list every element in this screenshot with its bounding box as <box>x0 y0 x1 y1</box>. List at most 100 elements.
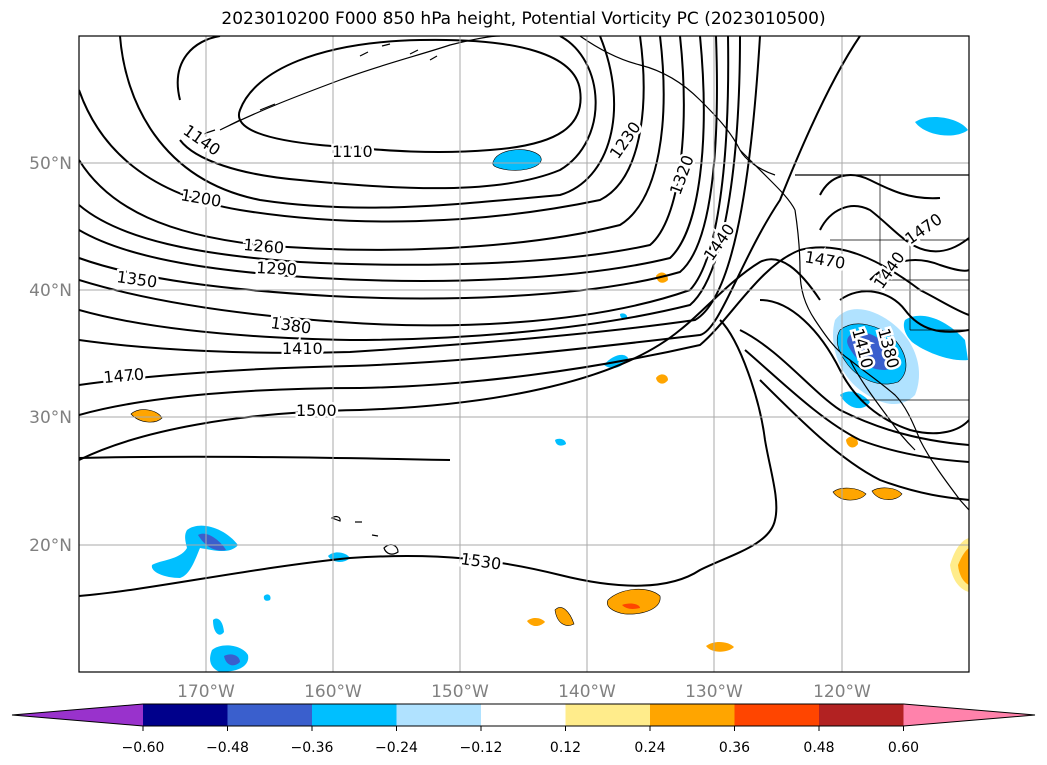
lat-labels: 20°N 30°N 40°N 50°N <box>29 154 72 556</box>
colorbar-segment <box>481 704 566 726</box>
pv-blob <box>130 409 163 423</box>
pv-blob <box>527 618 545 627</box>
contour-label: 1500 <box>296 401 337 420</box>
lat-label: 40°N <box>29 281 72 301</box>
lon-label: 170°W <box>177 682 235 702</box>
colorbar-tick-label: 0.60 <box>888 740 919 756</box>
colorbar-tick-label: −0.24 <box>375 740 418 756</box>
colorbar-tick-label: 0.36 <box>719 740 750 756</box>
pv-blob <box>620 313 628 319</box>
map-frame: 1110 1140 1200 1230 1260 1290 1320 1350 … <box>29 35 970 702</box>
colorbar-tick-label: −0.60 <box>122 740 165 756</box>
colorbar-segment <box>227 704 313 726</box>
height-contours <box>79 36 969 597</box>
contour-us6 <box>839 290 969 333</box>
pv-blob <box>554 607 575 626</box>
colorbar-tick-label: −0.12 <box>460 740 503 756</box>
contour-1260 <box>79 36 685 266</box>
colorbar-segment <box>312 704 397 726</box>
contour-1110 <box>237 38 582 154</box>
contour-1500 <box>79 258 821 461</box>
contour-us5 <box>819 205 969 253</box>
pv-blob <box>840 391 870 409</box>
pv-blob <box>915 116 968 136</box>
contour-us2 <box>739 329 969 446</box>
colorbar-tick-label: 0.48 <box>803 740 834 756</box>
colorbar-segment <box>734 704 820 726</box>
pv-blob <box>263 594 271 601</box>
contour-1470 <box>79 246 969 416</box>
contour-us8 <box>869 259 969 281</box>
colorbar-segment <box>565 704 651 726</box>
pv-blob <box>492 149 542 171</box>
bc-coast <box>739 149 796 211</box>
gridlines <box>79 36 969 672</box>
contour-1440 <box>79 36 861 386</box>
pv-blob <box>871 487 903 500</box>
contour-1200 <box>79 36 645 223</box>
colorbar-extend-low <box>12 704 143 726</box>
pv-blob <box>213 618 224 635</box>
alaska-coast <box>219 36 501 131</box>
contour-us7 <box>819 174 941 200</box>
colorbar-tick-label: −0.36 <box>291 740 334 756</box>
contour-us3 <box>744 349 969 463</box>
baja <box>849 359 916 451</box>
pv-blob <box>958 548 969 585</box>
alaska-islands <box>359 43 438 61</box>
pv-blob <box>555 438 566 446</box>
pv-blob <box>903 315 968 361</box>
contour-1170 <box>119 36 616 209</box>
colorbar-segment <box>819 704 904 726</box>
lat-label: 50°N <box>29 154 72 174</box>
contour-us1 <box>759 299 969 435</box>
pv-blob <box>198 533 226 551</box>
colorbar: −0.60 −0.48 −0.36 −0.24 −0.12 0.12 0.24 0.36 0.4… <box>11 703 1036 756</box>
contour-label: 1110 <box>332 142 373 161</box>
lat-label: 20°N <box>29 536 72 556</box>
colorbar-segment <box>396 704 482 726</box>
pv-blob <box>847 332 895 370</box>
contour-1410 <box>79 36 761 354</box>
pv-blob <box>607 588 661 615</box>
contour-us4 <box>759 379 969 501</box>
map-title: 2023010200 F000 850 hPa height, Potentia… <box>221 9 826 29</box>
lat-label: 30°N <box>29 408 72 428</box>
lon-labels: 170°W 160°W 150°W 140°W 130°W 120°W <box>177 682 871 702</box>
colorbar-segment <box>650 704 735 726</box>
colorbar-extend-high <box>903 704 1035 726</box>
lon-label: 160°W <box>304 682 362 702</box>
pv-blob <box>224 654 240 666</box>
contour-1290 <box>79 36 705 282</box>
contour-label: 1260 <box>243 235 285 257</box>
contour-label: 1470 <box>103 365 145 387</box>
pv-blob <box>656 374 668 384</box>
colorbar-segment <box>143 704 228 726</box>
lon-label: 120°W <box>813 682 871 702</box>
pv-blob <box>622 603 640 609</box>
contour-1320 <box>79 36 718 300</box>
contour-label: 1410 <box>282 339 323 358</box>
pv-blob <box>706 641 734 652</box>
pv-blob <box>846 436 858 448</box>
colorbar-tick-label: −0.48 <box>206 740 249 756</box>
colorbar-tick-label: 0.12 <box>550 740 581 756</box>
aleutians <box>199 103 276 136</box>
pv-shading <box>130 116 969 672</box>
pv-blob <box>151 525 238 578</box>
lon-label: 140°W <box>558 682 616 702</box>
alaska-panhandle <box>579 36 776 176</box>
contour-1530 <box>79 319 778 597</box>
colorbar-tick-label: 0.24 <box>634 740 665 756</box>
coastlines <box>199 36 969 555</box>
contour-1380 <box>79 36 741 342</box>
contour-se <box>79 455 451 461</box>
contour-1350 <box>79 36 730 327</box>
lon-label: 130°W <box>685 682 743 702</box>
contour-label: 1290 <box>256 258 298 279</box>
hawaii-4 <box>371 534 379 537</box>
contour-1140 <box>176 36 597 190</box>
map-border <box>78 35 970 673</box>
lon-label: 150°W <box>431 682 489 702</box>
